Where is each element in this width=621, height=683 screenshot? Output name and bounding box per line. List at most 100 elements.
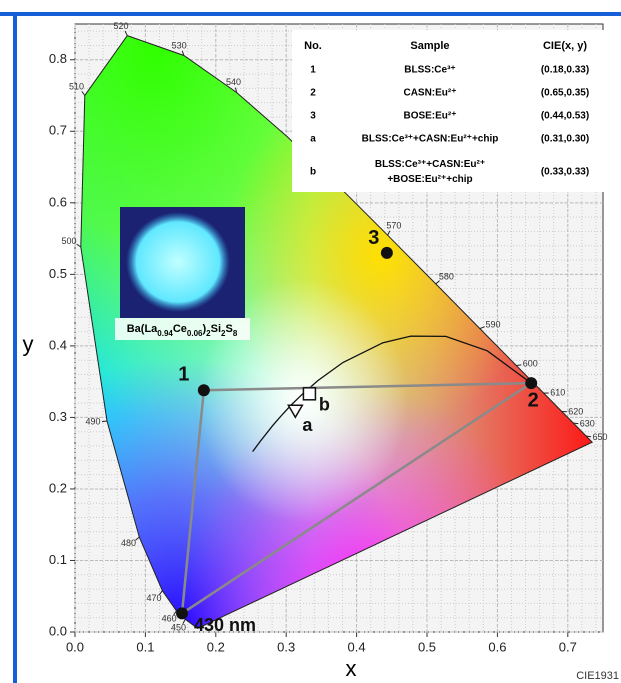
- table-cell: a: [310, 134, 316, 145]
- inset-glow: [126, 212, 230, 312]
- x-axis-label: x: [346, 656, 357, 681]
- inset-caption: Ba(La0.94Ce0.06)2Si2S8: [127, 323, 238, 338]
- locus-tick: [479, 326, 485, 330]
- locus-tick: [76, 243, 82, 248]
- point: [287, 404, 304, 419]
- wavelength-label: 460: [162, 614, 177, 624]
- wavelength-label: 620: [568, 406, 583, 416]
- y-tick-label: 0.0: [49, 623, 67, 638]
- table-cell: (0.44,0.53): [541, 111, 589, 122]
- inset-caption-bg: [115, 318, 250, 340]
- y-tick-label: 0.4: [49, 337, 67, 352]
- caption-part: S: [225, 323, 232, 335]
- locus-tick: [235, 87, 238, 93]
- wavelength-label: 590: [485, 319, 500, 329]
- wavelength-label: 490: [86, 417, 101, 427]
- wavelength-label: 530: [172, 41, 187, 51]
- locus-tick: [435, 280, 440, 285]
- y-tick-label: 0.6: [49, 194, 67, 209]
- point-label: 430 nm: [194, 615, 256, 635]
- locus-tick: [124, 30, 128, 36]
- wavelength-label: 610: [550, 387, 565, 397]
- caption-part: ): [203, 323, 207, 335]
- table-header: No.: [304, 40, 322, 52]
- wavelength-label: 510: [69, 82, 84, 92]
- connector: [181, 382, 532, 615]
- table-cell: 2: [310, 88, 316, 99]
- caption-part: 2: [206, 329, 211, 338]
- x-tick-label: 0.2: [207, 639, 225, 654]
- point: [176, 607, 189, 620]
- spectral-locus: [80, 35, 594, 629]
- y-axis-label: y: [23, 332, 34, 357]
- frame-left: [13, 12, 17, 683]
- table-cell: b: [310, 167, 316, 178]
- y-tick-label: 0.2: [49, 480, 67, 495]
- connector: [180, 390, 206, 614]
- y-tick-label: 0.5: [49, 266, 67, 281]
- x-tick-label: 0.6: [488, 639, 506, 654]
- locus-tick: [81, 91, 86, 96]
- table-cell: +BOSE:Eu²⁺+chip: [387, 174, 472, 185]
- locus-tick: [135, 536, 140, 541]
- wavelength-label: 480: [121, 538, 136, 548]
- x-tick-label: 0.5: [418, 639, 436, 654]
- y-tick-label: 0.7: [49, 123, 67, 138]
- wavelength-label: 540: [226, 77, 241, 87]
- table-cell: (0.18,0.33): [541, 65, 589, 76]
- locus-tick: [573, 422, 579, 425]
- caption-part: Ce: [173, 323, 187, 335]
- locus-tick: [181, 50, 185, 56]
- locus-tick: [182, 619, 186, 624]
- caption-part: 2: [221, 329, 226, 338]
- table-header: CIE(x, y): [543, 40, 587, 52]
- point-label: 1: [178, 364, 189, 386]
- x-tick-label: 0.7: [559, 639, 577, 654]
- x-tick-label: 0.0: [66, 639, 84, 654]
- table-cell: CASN:Eu²⁺: [403, 88, 456, 99]
- footer: CIE1931: [576, 670, 619, 682]
- table-cell: BLSS:Ce³⁺: [404, 65, 455, 76]
- x-tick-label: 0.1: [136, 639, 154, 654]
- table-cell: 3: [310, 111, 316, 122]
- table-header: Sample: [410, 40, 449, 52]
- table-cell: (0.31,0.30): [541, 134, 589, 145]
- table-cell: BLSS:Ce³⁺+CASN:Eu²⁺+chip: [362, 134, 499, 145]
- caption-part: 8: [233, 329, 238, 338]
- table-cell: 1: [310, 65, 316, 76]
- wavelength-label: 630: [580, 419, 595, 429]
- point: [302, 387, 317, 401]
- y-tick-label: 0.1: [49, 552, 67, 567]
- point-label: 3: [368, 227, 379, 249]
- caption-part: Ba(La: [127, 323, 158, 335]
- table-cell: BLSS:Ce³⁺+CASN:Eu²⁺: [375, 159, 485, 170]
- caption-part: 0.94: [157, 329, 173, 338]
- point-label: 2: [528, 389, 539, 411]
- locus-tick: [173, 610, 177, 616]
- point-label: a: [302, 415, 313, 435]
- point: [380, 246, 393, 259]
- point: [197, 384, 210, 397]
- wavelength-label: 500: [62, 236, 77, 246]
- caption-part: 0.06: [187, 329, 203, 338]
- x-tick-label: 0.4: [348, 639, 366, 654]
- locus-tick: [516, 364, 522, 367]
- wavelength-label: 600: [523, 358, 538, 368]
- table-cell: (0.33,0.33): [541, 167, 589, 178]
- locus-tick: [101, 420, 108, 423]
- y-tick-label: 0.8: [49, 51, 67, 66]
- connector: [203, 381, 532, 392]
- frame-top: [0, 12, 621, 16]
- table-cell: BOSE:Eu²⁺: [403, 111, 456, 122]
- locus-tick: [158, 590, 163, 595]
- plot: 0.0 0.1 0.2 0.3 0.4 0.5 0.6 0.7 0.0 0.1 0.2 0.3 0.4 0…: [23, 21, 608, 681]
- point: [525, 377, 538, 390]
- point-label: b: [319, 395, 330, 415]
- table-cell: (0.65,0.35): [541, 88, 589, 99]
- wavelength-label: 570: [386, 221, 401, 231]
- x-tick-label: 0.3: [277, 639, 295, 654]
- wavelength-label: 520: [114, 21, 129, 31]
- wavelength-label: 650: [592, 432, 607, 442]
